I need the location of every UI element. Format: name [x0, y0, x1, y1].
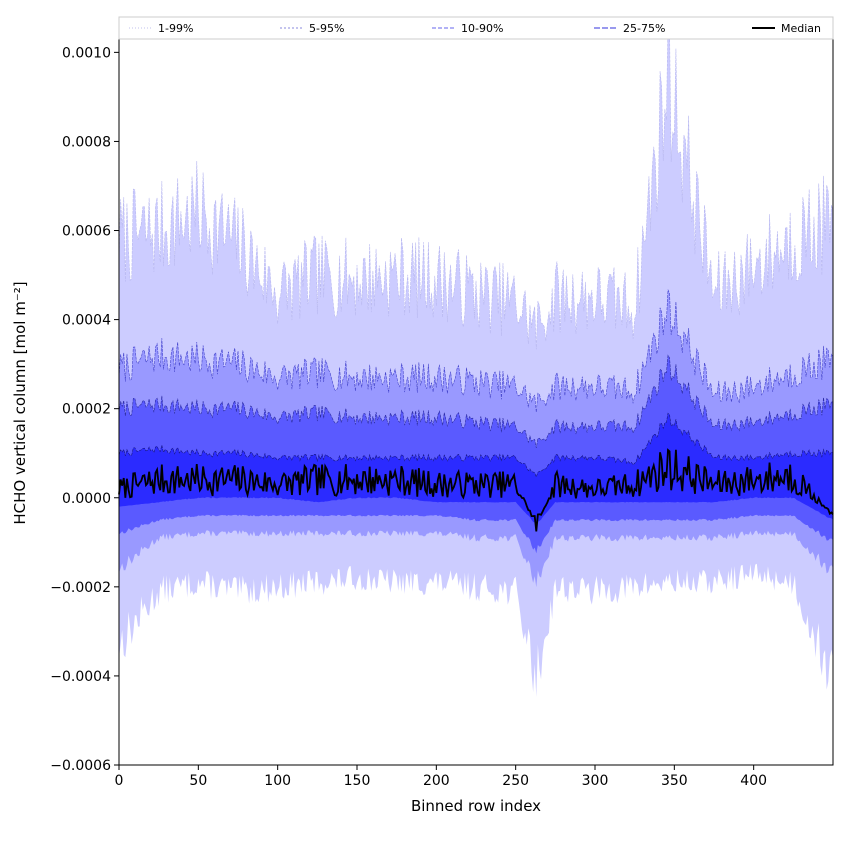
y-tick-label: 0.0004 [62, 313, 111, 329]
band-upper-line-1-99% [118, 21, 834, 350]
legend-label: 5-95% [309, 22, 344, 35]
x-tick-label: 0 [115, 773, 124, 789]
y-axis-ticks: −0.0006 −0.0004 −0.0002 0.0000 0.0002 0.0004 0… [50, 45, 119, 774]
band-1-99% [119, 21, 833, 698]
legend-label: 1-99% [158, 22, 193, 35]
x-tick-label: 350 [661, 773, 688, 789]
y-tick-label: 0.0006 [62, 224, 111, 240]
y-axis-label: HCHO vertical column [mol m⁻²] [11, 281, 29, 524]
x-tick-label: 200 [423, 773, 450, 789]
y-tick-label: 0.0010 [62, 45, 111, 61]
legend-label: 10-90% [461, 22, 503, 35]
y-tick-label: 0.0008 [62, 134, 111, 150]
median-line [118, 448, 834, 532]
band-upper-line-5-95% [118, 289, 834, 413]
legend-box [118, 16, 834, 40]
x-tick-label: 100 [264, 773, 291, 789]
y-tick-label: 0.0000 [62, 491, 111, 507]
band-25-75% [119, 413, 833, 526]
x-axis-ticks: 0 50 100 150 200 250 300 350 400 [115, 765, 767, 789]
x-tick-label: 300 [582, 773, 609, 789]
y-tick-label: 0.0002 [62, 402, 111, 418]
y-tick-label: −0.0006 [50, 758, 111, 774]
band-10-90% [119, 355, 833, 554]
x-tick-label: 150 [344, 773, 371, 789]
x-tick-label: 400 [740, 773, 767, 789]
x-tick-label: 250 [502, 773, 529, 789]
y-tick-label: −0.0002 [50, 580, 111, 596]
y-tick-label: −0.0004 [50, 669, 111, 685]
x-axis-label: Binned row index [411, 797, 541, 815]
bands-layer [118, 21, 834, 698]
legend-label: Median [781, 22, 821, 35]
band-upper-line-25-75% [118, 412, 834, 478]
x-tick-label: 50 [189, 773, 207, 789]
legend-label: 25-75% [623, 22, 665, 35]
median-layer [118, 448, 834, 532]
band-upper-line-10-90% [118, 354, 834, 449]
legend: 1-99% 5-95% 10-90% 25-75% Median [118, 16, 834, 40]
